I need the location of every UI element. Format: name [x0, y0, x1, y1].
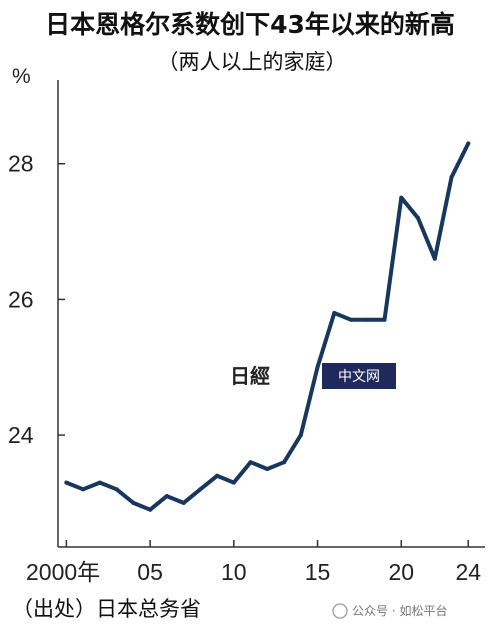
data-point: [164, 494, 169, 499]
y-tick-label: 26: [8, 286, 34, 312]
data-point: [416, 216, 420, 220]
data-point: [432, 256, 437, 261]
data-point: [64, 480, 69, 485]
y-tick-label: 24: [8, 422, 34, 448]
data-point: [332, 311, 337, 315]
credit-text: 公众号 · 如松平台: [352, 603, 447, 618]
watermark-logo: 日經: [230, 364, 270, 388]
x-tick-label: 24: [455, 559, 481, 585]
source-note: （出处）日本总务省: [12, 597, 201, 621]
y-axis-unit: %: [12, 65, 31, 88]
x-tick-label: 10: [221, 559, 247, 585]
wechat-icon: [332, 603, 348, 619]
x-tick-label: 2000年: [26, 559, 100, 585]
chart-subtitle: （两人以上的家庭）: [158, 50, 347, 74]
data-point: [114, 487, 119, 492]
credit: 公众号 · 如松平台: [332, 603, 447, 619]
data-point: [315, 365, 320, 370]
data-point: [449, 175, 454, 180]
data-point: [81, 487, 86, 492]
data-point: [198, 487, 203, 492]
y-axis-ticks: 24 26 28: [8, 151, 65, 448]
chart-title: 日本恩格尔系数创下43年以来的新高: [45, 10, 455, 39]
data-point: [349, 317, 353, 322]
y-tick-label: 28: [8, 151, 34, 177]
x-tick-label: 20: [388, 559, 414, 585]
data-point: [382, 317, 387, 322]
data-point: [365, 317, 370, 322]
x-axis-ticks: 2000年 05 10 15 20 24: [26, 540, 481, 585]
data-point: [248, 460, 253, 465]
data-point: [148, 507, 153, 512]
watermark: 日經 中文网: [230, 363, 396, 389]
data-point: [215, 473, 220, 478]
x-tick-label: 15: [305, 559, 331, 585]
series-line: [64, 141, 471, 512]
data-points: [64, 141, 471, 512]
data-point: [265, 467, 270, 471]
data-point: [282, 460, 287, 465]
data-point: [181, 500, 186, 505]
data-point: [97, 480, 102, 485]
watermark-badge: [322, 363, 396, 389]
watermark-text: 中文网: [338, 369, 380, 385]
data-point: [466, 141, 471, 146]
data-point: [231, 480, 236, 485]
data-point: [131, 500, 136, 505]
data-point: [399, 195, 404, 200]
data-point: [298, 433, 303, 438]
x-tick-label: 05: [137, 559, 163, 585]
